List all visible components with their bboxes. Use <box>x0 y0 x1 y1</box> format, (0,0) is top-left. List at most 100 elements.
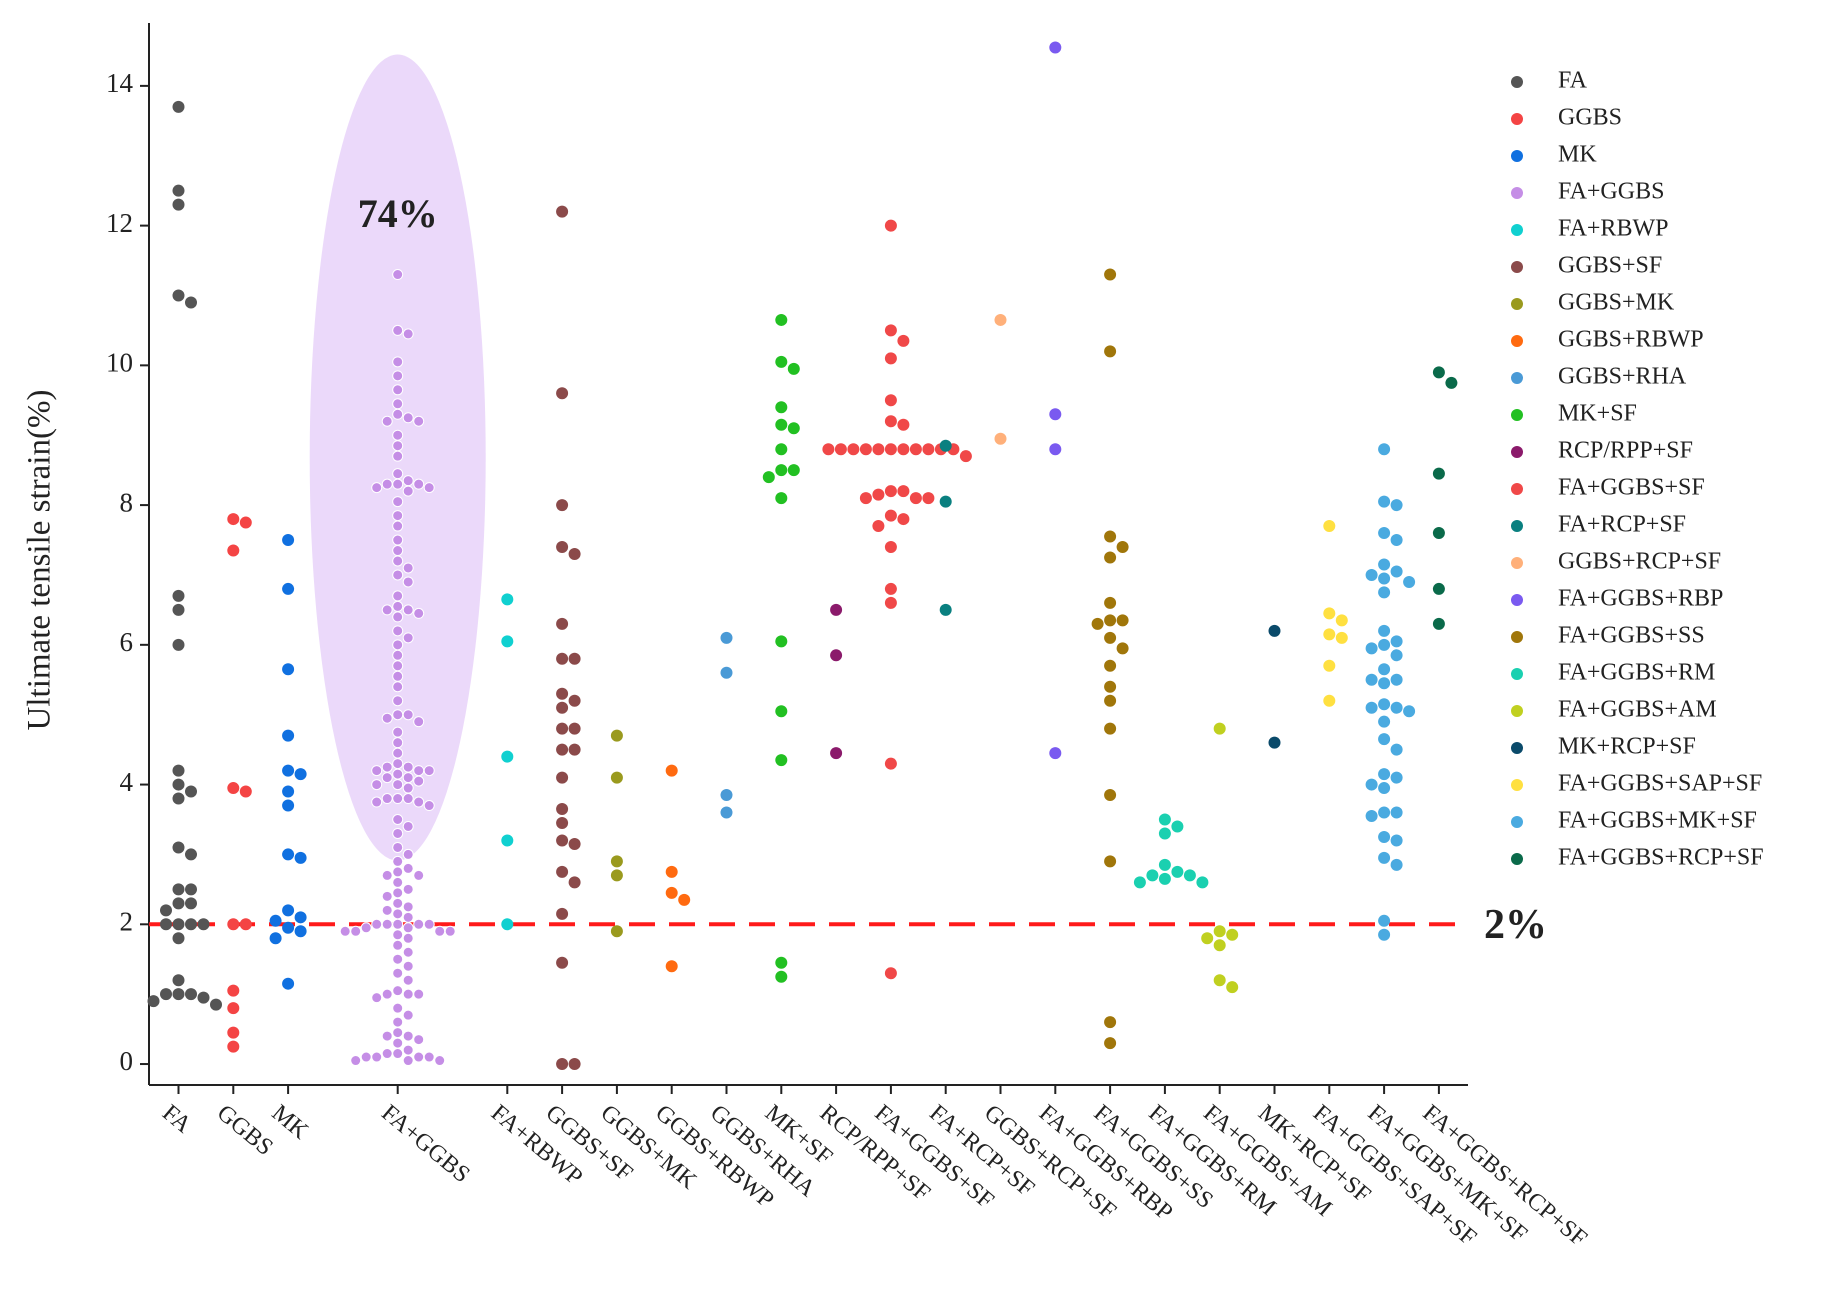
data-point <box>1378 782 1391 795</box>
data-point <box>413 796 425 808</box>
y-tick-label: 6 <box>120 627 134 657</box>
legend-marker <box>1511 150 1523 162</box>
legend-label: GGBS+RCP+SF <box>1558 549 1721 575</box>
data-point <box>227 1002 240 1015</box>
data-point <box>392 545 404 557</box>
legend-label: FA+GGBS+SF <box>1558 475 1705 501</box>
legend-marker <box>1511 261 1523 273</box>
data-point <box>185 897 197 910</box>
data-point <box>665 764 678 777</box>
data-point <box>381 1048 393 1060</box>
data-point <box>556 771 569 784</box>
data-point <box>392 793 404 805</box>
legend-label: GGBS+SF <box>1558 253 1662 279</box>
legend-marker <box>1511 483 1523 495</box>
data-point <box>1365 810 1378 823</box>
data-point <box>392 1037 404 1049</box>
legend-marker <box>1511 335 1523 347</box>
legend-label: RCP/RPP+SF <box>1558 438 1693 464</box>
data-point <box>775 705 788 718</box>
data-point <box>884 352 897 365</box>
legend-marker <box>1511 76 1523 88</box>
data-point <box>360 1051 372 1063</box>
data-point <box>897 443 910 456</box>
y-tick-label: 4 <box>120 767 134 797</box>
data-point <box>1390 534 1403 547</box>
data-point <box>830 603 843 616</box>
data-point <box>392 681 404 693</box>
data-point <box>434 1055 446 1067</box>
data-point <box>1390 806 1403 819</box>
legend-label: FA+GGBS+RCP+SF <box>1558 845 1764 871</box>
data-point <box>1365 568 1378 581</box>
data-point <box>172 918 185 931</box>
data-point <box>568 876 581 889</box>
data-point <box>501 834 514 847</box>
legend-label: FA+RBWP <box>1558 216 1668 242</box>
data-point <box>1268 624 1281 637</box>
data-point <box>556 687 569 700</box>
legend-marker <box>1511 520 1523 532</box>
data-point <box>897 418 910 431</box>
data-point <box>381 869 393 881</box>
data-point <box>371 482 383 494</box>
data-point <box>847 443 860 456</box>
data-point <box>392 1002 404 1014</box>
data-point <box>1390 673 1403 686</box>
legend-marker <box>1511 816 1523 828</box>
data-point <box>1116 541 1129 554</box>
data-point <box>282 663 295 676</box>
data-point <box>392 779 404 791</box>
data-point <box>775 313 788 326</box>
data-point <box>392 814 404 825</box>
data-point <box>568 1058 581 1071</box>
data-point <box>897 334 910 347</box>
data-point <box>392 450 404 462</box>
data-point <box>1378 698 1391 711</box>
data-point <box>392 356 404 368</box>
data-point <box>1390 834 1403 847</box>
highlight-label: 74% <box>358 191 438 236</box>
data-point <box>402 576 414 588</box>
data-point <box>884 757 897 770</box>
data-point <box>959 450 972 463</box>
data-point <box>939 495 952 508</box>
data-point <box>392 520 404 532</box>
data-point <box>556 652 569 665</box>
data-point <box>392 398 404 410</box>
data-point <box>147 995 160 1008</box>
data-point <box>392 496 404 508</box>
data-point <box>501 918 514 931</box>
data-point <box>556 816 569 829</box>
data-point <box>423 1051 435 1063</box>
data-point <box>402 1030 414 1042</box>
x-tick-label: FA+GGBS <box>376 1100 474 1188</box>
data-point <box>392 670 404 682</box>
data-point <box>402 848 414 860</box>
legend-marker <box>1511 409 1523 421</box>
data-point <box>294 925 307 938</box>
data-point <box>1226 928 1239 941</box>
legend-marker <box>1511 446 1523 458</box>
data-point <box>371 765 383 777</box>
data-point <box>872 520 885 533</box>
data-point <box>172 988 185 1001</box>
data-point <box>381 772 393 784</box>
data-point <box>392 1027 404 1039</box>
data-point <box>402 862 414 874</box>
data-point <box>568 722 581 735</box>
data-point <box>381 904 393 916</box>
legend-label: FA+GGBS+RM <box>1558 660 1715 686</box>
legend-label: MK <box>1558 142 1597 168</box>
data-point <box>909 492 922 505</box>
data-point <box>1365 701 1378 714</box>
legend-label: FA+GGBS+AM <box>1558 697 1717 723</box>
data-point <box>884 509 897 522</box>
data-point <box>413 775 425 787</box>
data-point <box>402 988 414 1000</box>
data-point <box>423 482 435 494</box>
y-axis-label: Ultimate tensile strain(%) <box>22 390 58 731</box>
data-point <box>402 632 414 644</box>
data-point <box>381 793 393 805</box>
data-point <box>1432 617 1445 630</box>
